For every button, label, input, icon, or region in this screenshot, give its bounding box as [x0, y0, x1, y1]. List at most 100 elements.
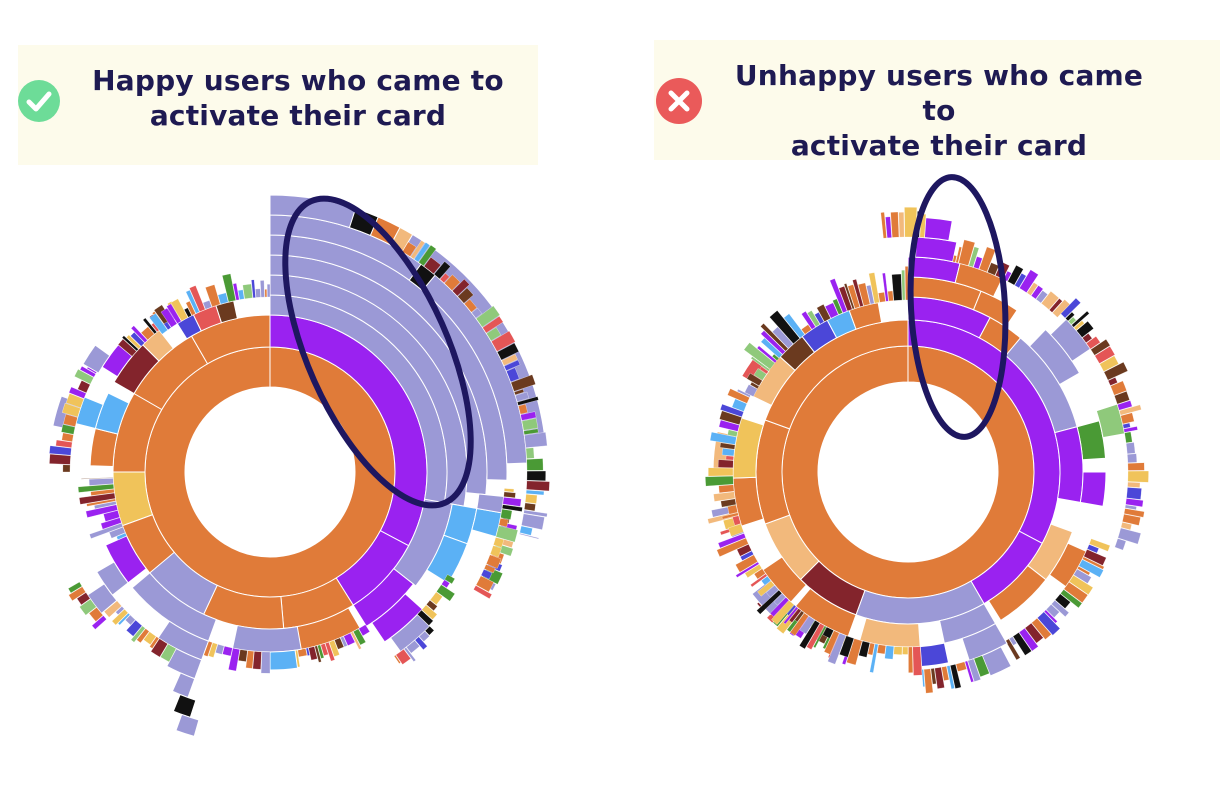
fringe-mark	[1068, 316, 1077, 325]
fringe-mark	[1127, 453, 1138, 463]
seg	[1079, 471, 1107, 507]
fringe-mark	[1110, 380, 1127, 396]
fringe-mark	[305, 647, 310, 656]
fringe-mark	[264, 289, 268, 298]
fringe-mark	[721, 448, 735, 457]
fringe-mark	[491, 330, 516, 352]
fringe-mark	[475, 305, 501, 328]
fringe-mark	[452, 278, 470, 297]
fringe-mark	[1035, 290, 1048, 304]
fringe-mark	[955, 661, 967, 672]
fringe-mark	[1107, 377, 1118, 386]
fringe-mark	[208, 642, 218, 658]
fringe-mark	[757, 580, 775, 597]
fringe-mark	[524, 502, 536, 512]
fringe-mark	[941, 666, 950, 681]
fringe-mark	[109, 526, 126, 539]
fringe-mark	[852, 279, 864, 307]
fringe-mark	[898, 212, 905, 238]
fringe-mark	[90, 488, 115, 496]
fringe-mark	[520, 411, 537, 421]
fringe-mark	[506, 367, 520, 383]
fringe-mark	[728, 523, 744, 537]
fringe-mark	[55, 439, 73, 448]
fringe-mark	[441, 579, 450, 588]
fringe-mark	[237, 289, 245, 300]
fringe-mark	[735, 554, 758, 573]
fringe-mark	[1127, 481, 1141, 488]
fringe-mark	[170, 298, 189, 322]
fringe-mark	[1069, 575, 1094, 595]
fringe-mark	[727, 388, 750, 404]
fringe-mark	[725, 455, 734, 461]
happy-users-banner: Happy users who came to activate their c…	[18, 45, 538, 165]
fringe-mark	[772, 326, 794, 349]
fringe-mark	[314, 645, 322, 663]
fringe-mark	[816, 304, 831, 322]
fringe-mark	[1037, 611, 1061, 636]
fringe-mark	[515, 391, 530, 402]
fringe-mark	[482, 316, 504, 334]
seg	[923, 217, 953, 242]
fringe-mark	[150, 638, 168, 658]
fringe-mark	[457, 287, 474, 304]
fringe-mark	[519, 525, 533, 536]
fringe-mark	[255, 288, 261, 298]
fringe-mark	[709, 431, 737, 445]
fringe-mark	[967, 658, 981, 682]
fringe-mark	[717, 459, 734, 468]
fringe-mark	[160, 307, 178, 328]
fringe-mark	[471, 307, 483, 319]
fringe-mark	[117, 613, 131, 626]
fringe-mark	[788, 608, 802, 623]
fringe-mark	[517, 396, 539, 406]
fringe-mark	[735, 561, 760, 578]
fringe-mark	[486, 554, 502, 569]
fringe-mark	[117, 338, 137, 357]
fringe-mark	[358, 624, 370, 637]
fringe-mark	[350, 631, 362, 650]
fringe-mark	[88, 478, 114, 486]
fringe-mark	[1077, 566, 1091, 576]
fringe-mark	[334, 637, 345, 650]
fringe-mark	[769, 597, 790, 617]
fringe-mark	[183, 307, 192, 318]
fringe-mark	[912, 646, 923, 676]
fringe-mark	[958, 239, 976, 266]
fringe-mark	[421, 604, 438, 620]
fringe-mark	[94, 501, 117, 509]
fringe-mark	[1087, 544, 1100, 554]
fringe-mark	[353, 628, 366, 646]
fringe-mark	[85, 504, 118, 518]
fringe-mark	[1103, 361, 1128, 381]
fringe-mark	[1090, 339, 1111, 356]
fringe-mark	[403, 647, 416, 662]
fringe-mark	[79, 492, 116, 505]
fringe-mark	[61, 432, 74, 442]
fringe-mark	[325, 641, 336, 662]
fringe-mark	[251, 279, 256, 298]
fringe-mark	[166, 303, 182, 324]
fringe-mark	[260, 280, 265, 298]
fringe-mark	[228, 647, 240, 672]
fringe-mark	[968, 246, 980, 268]
fringe-mark	[1009, 636, 1017, 646]
fringe-mark	[843, 283, 855, 310]
fringe-mark	[417, 609, 434, 626]
fringe-mark	[242, 283, 253, 300]
fringe-mark	[705, 475, 734, 487]
fringe-mark	[77, 380, 91, 394]
fringe-mark	[887, 290, 894, 302]
fringe-mark	[504, 488, 515, 493]
fringe-mark	[267, 284, 271, 298]
seg	[426, 534, 468, 584]
fringe-mark	[832, 298, 843, 315]
fringe-mark	[708, 467, 734, 477]
fringe-mark	[76, 592, 91, 606]
fringe-mark	[740, 550, 754, 561]
fringe-mark	[521, 513, 545, 530]
fringe-mark	[769, 310, 800, 344]
fringe-mark	[65, 393, 84, 408]
fringe-mark	[794, 610, 805, 623]
fringe-mark	[433, 261, 451, 280]
